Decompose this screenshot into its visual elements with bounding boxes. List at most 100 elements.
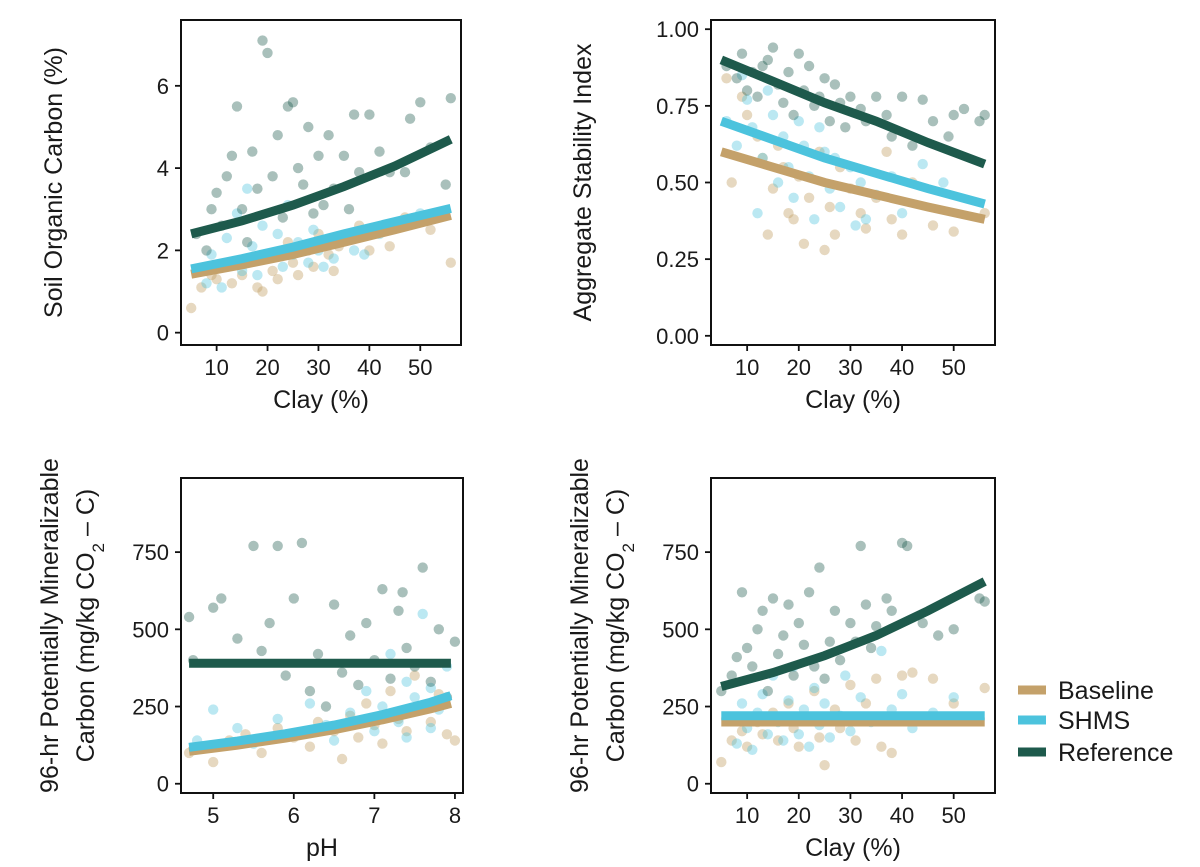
point-reference [183, 611, 195, 623]
point-shms [221, 232, 232, 244]
fit-line-shms [188, 691, 453, 752]
y-axis-label-line1: 96-hr Potentially Mineralizable [566, 458, 594, 793]
point-baseline [927, 220, 939, 231]
point-baseline [267, 265, 278, 277]
point-baseline [881, 146, 892, 157]
point-reference [767, 593, 779, 604]
point-shms [247, 241, 258, 252]
point-shms [731, 140, 742, 151]
point-reference [374, 146, 385, 157]
y-axis-label-line2: Carbon (mg/kg CO2 – C) [602, 489, 638, 762]
point-reference [231, 101, 243, 112]
point-shms [328, 735, 340, 746]
point-shms [845, 726, 856, 737]
point-shms [425, 682, 436, 694]
point-reference [979, 109, 990, 121]
point-baseline [726, 177, 737, 188]
point-reference [345, 630, 356, 641]
y-tick-label: 6 [157, 74, 169, 99]
point-shms [304, 698, 316, 709]
point-baseline [741, 109, 753, 121]
point-reference [948, 624, 959, 635]
point-reference [304, 685, 316, 697]
point-reference [280, 670, 291, 681]
point-reference [433, 624, 444, 635]
point-reference [788, 109, 799, 121]
point-reference [886, 131, 897, 142]
point-baseline [819, 760, 830, 771]
point-reference [216, 593, 227, 604]
point-shms [809, 214, 820, 225]
point-shms [318, 261, 329, 272]
point-baseline [824, 201, 835, 213]
y-tick-label: 500 [662, 617, 699, 642]
plot-frame [180, 19, 462, 346]
point-shms [308, 224, 319, 235]
point-shms [348, 245, 360, 256]
point-shms [328, 253, 339, 264]
point-reference [736, 48, 748, 59]
point-reference [834, 655, 846, 666]
point-baseline [886, 747, 897, 759]
point-reference [415, 97, 426, 108]
y-tick-label: 0.25 [656, 247, 699, 272]
point-baseline [361, 698, 372, 709]
y-tick-label: 0 [157, 321, 169, 346]
point-baseline [196, 282, 207, 293]
x-tick-label: 50 [941, 803, 965, 828]
y-tick-label: 0.50 [656, 171, 699, 196]
point-reference [881, 593, 892, 604]
point-shms [855, 692, 866, 703]
point-reference [752, 91, 763, 102]
point-reference [762, 54, 773, 66]
point-reference [298, 179, 309, 190]
point-reference [896, 91, 908, 102]
x-tick-label: 40 [890, 803, 914, 828]
point-shms [409, 692, 420, 703]
x-tick-label: 20 [255, 355, 279, 380]
point-shms [938, 177, 949, 188]
point-reference [313, 150, 324, 161]
x-tick-label: 30 [838, 355, 862, 380]
point-shms [767, 109, 779, 121]
point-shms [803, 741, 815, 752]
point-reference [974, 593, 985, 604]
point-reference [933, 630, 944, 641]
point-baseline [721, 73, 732, 84]
point-baseline [927, 673, 939, 684]
point-shms [860, 214, 872, 225]
point-shms [850, 220, 861, 231]
point-reference [767, 42, 779, 53]
point-shms [361, 685, 372, 697]
y-tick-label: 750 [132, 540, 169, 565]
point-shms [216, 282, 227, 293]
point-reference [979, 596, 990, 607]
point-shms [948, 692, 959, 703]
point-shms [417, 608, 428, 620]
point-shms [257, 220, 268, 231]
point-shms [208, 704, 219, 715]
point-shms [778, 735, 789, 746]
point-shms [206, 249, 217, 260]
point-reference [881, 109, 892, 121]
point-reference [778, 630, 789, 641]
point-reference [264, 617, 275, 629]
point-shms [232, 722, 243, 734]
y-axis-label-line1: 96-hr Potentially Mineralizable [36, 458, 64, 793]
point-reference [292, 162, 304, 174]
point-shms [345, 707, 356, 718]
point-reference [242, 237, 253, 248]
point-reference [783, 599, 794, 610]
point-baseline [783, 208, 794, 219]
point-baseline [328, 265, 339, 277]
x-tick-label: 30 [306, 355, 330, 380]
point-baseline [772, 735, 784, 746]
point-shms [896, 208, 908, 219]
x-tick-label: 6 [288, 803, 300, 828]
point-reference [272, 130, 283, 141]
point-reference [871, 621, 882, 632]
x-tick-label: 7 [368, 803, 380, 828]
point-shms [359, 249, 370, 260]
plot-frame [180, 477, 464, 794]
